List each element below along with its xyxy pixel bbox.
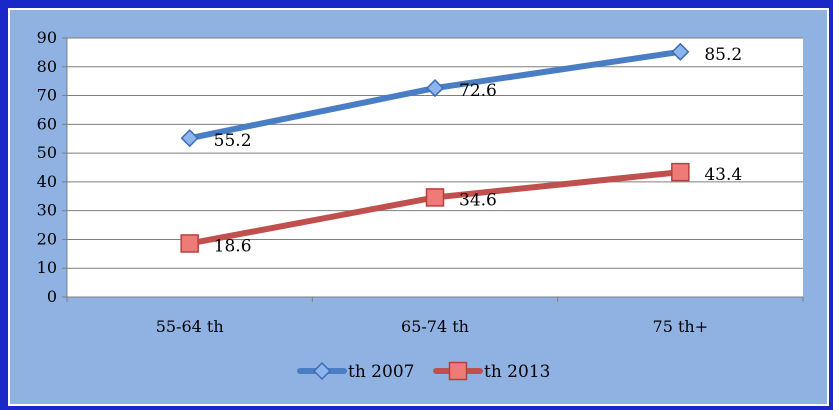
- y-tick-label-0: 0: [47, 287, 57, 306]
- series-1-point-1: [180, 129, 199, 148]
- data-label-1-3: 85.2: [704, 45, 742, 65]
- series-2-point-3: [671, 162, 690, 182]
- x-tick-label-2: 65-74 th: [401, 317, 469, 336]
- x-tick-label-1: 55-64 th: [156, 317, 224, 336]
- data-label-2-1: 18.6: [214, 236, 252, 256]
- y-tick-label-90: 90: [37, 28, 57, 47]
- legend-label-2: th 2013: [484, 362, 550, 382]
- plot-area: [67, 38, 803, 297]
- y-tick-label-20: 20: [37, 229, 57, 248]
- series-markers: [180, 42, 690, 253]
- series-1-point-2: [425, 79, 445, 98]
- y-tick-label-40: 40: [37, 172, 57, 191]
- series-2-point-2: [425, 188, 445, 207]
- y-tick-label-60: 60: [37, 114, 57, 133]
- legend: th 2007 th 2013: [297, 361, 550, 382]
- series-1-point-3: [671, 42, 690, 61]
- data-label-2-3: 43.4: [704, 165, 742, 185]
- data-labels: 55.2 72.6 85.2 18.6 34.6 43.4: [214, 45, 743, 257]
- y-tick-label-50: 50: [37, 143, 57, 162]
- y-tick-label-70: 70: [37, 86, 57, 105]
- data-label-2-2: 34.6: [459, 190, 497, 210]
- y-tick-label-30: 30: [37, 201, 57, 220]
- y-tick-label-10: 10: [37, 258, 57, 277]
- legend-label-1: th 2007: [348, 362, 414, 382]
- y-axis-tick-labels: 0 10 20 30 40 50 60 70 80 90: [37, 28, 57, 306]
- axes: [62, 37, 804, 302]
- legend-marker-1: [312, 361, 332, 381]
- data-label-1-2: 72.6: [459, 81, 497, 101]
- y-tick-label-80: 80: [37, 57, 57, 76]
- legend-marker-2: [448, 361, 468, 381]
- x-axis-tick-labels: 55-64 th 65-74 th 75 th+: [156, 317, 708, 336]
- series-2-point-1: [180, 234, 199, 253]
- data-label-1-1: 55.2: [214, 131, 252, 151]
- x-tick-label-3: 75 th+: [653, 317, 709, 336]
- line-chart: 0 10 20 30 40 50 60 70 80 90 55-64 th 65-74 th 75 t…: [37, 28, 804, 382]
- chart-area: 0 10 20 30 40 50 60 70 80 90 55-64 th 65-74 th 75 t…: [8, 8, 829, 406]
